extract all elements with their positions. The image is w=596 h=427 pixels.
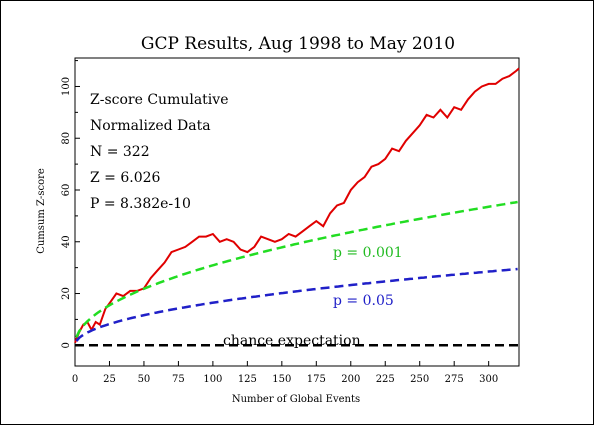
- stat-line: P = 8.382e-10: [90, 196, 191, 212]
- annotation-chance: chance expectation: [223, 333, 361, 349]
- stat-line: Z-score Cumulative: [90, 92, 228, 108]
- plot-area: [74, 57, 520, 367]
- y-axis-label: Cumsum Z-score: [36, 168, 47, 254]
- series-lines: [74, 67, 520, 347]
- x-tick-label: 300: [479, 374, 498, 385]
- y-axis: 0 20 40 60 80 100: [61, 60, 80, 348]
- stat-line: Normalized Data: [90, 118, 211, 134]
- y-tick-label: 60: [61, 184, 72, 197]
- x-tick-label: 175: [307, 374, 326, 385]
- y-tick-label: 40: [61, 235, 72, 248]
- y-tick-label: 0: [61, 342, 72, 348]
- x-tick-label: 225: [376, 374, 395, 385]
- x-tick-label: 275: [445, 374, 464, 385]
- y-tick-label: 80: [61, 132, 72, 145]
- series-line-0: [74, 67, 520, 344]
- x-tick-label: 75: [172, 374, 185, 385]
- series-line-2: [75, 267, 518, 342]
- series-line-1: [75, 200, 518, 338]
- stats-box: Z-score Cumulative Normalized Data N = 322…: [90, 92, 228, 212]
- x-axis: 0 25 50 75 100 125 150 175 200 225 250 275 300: [72, 361, 498, 385]
- x-tick-label: 0: [72, 374, 78, 385]
- stat-line: N = 322: [90, 144, 150, 160]
- x-tick-label: 125: [238, 374, 257, 385]
- x-tick-label: 250: [410, 374, 429, 385]
- annotation-p001: p = 0.001: [333, 245, 403, 261]
- y-tick-label: 20: [61, 287, 72, 300]
- stat-line: Z = 6.026: [90, 170, 161, 186]
- x-tick-label: 100: [203, 374, 222, 385]
- annotations: p = 0.001 p = 0.05 chance expectation: [223, 245, 403, 349]
- x-tick-label: 200: [341, 374, 360, 385]
- x-tick-label: 25: [103, 374, 116, 385]
- x-tick-label: 150: [272, 374, 291, 385]
- x-axis-label: Number of Global Events: [232, 394, 360, 405]
- y-tick-label: 100: [61, 77, 72, 96]
- annotation-p05: p = 0.05: [333, 293, 394, 309]
- chart-title: GCP Results, Aug 1998 to May 2010: [141, 34, 455, 54]
- x-tick-label: 50: [138, 374, 151, 385]
